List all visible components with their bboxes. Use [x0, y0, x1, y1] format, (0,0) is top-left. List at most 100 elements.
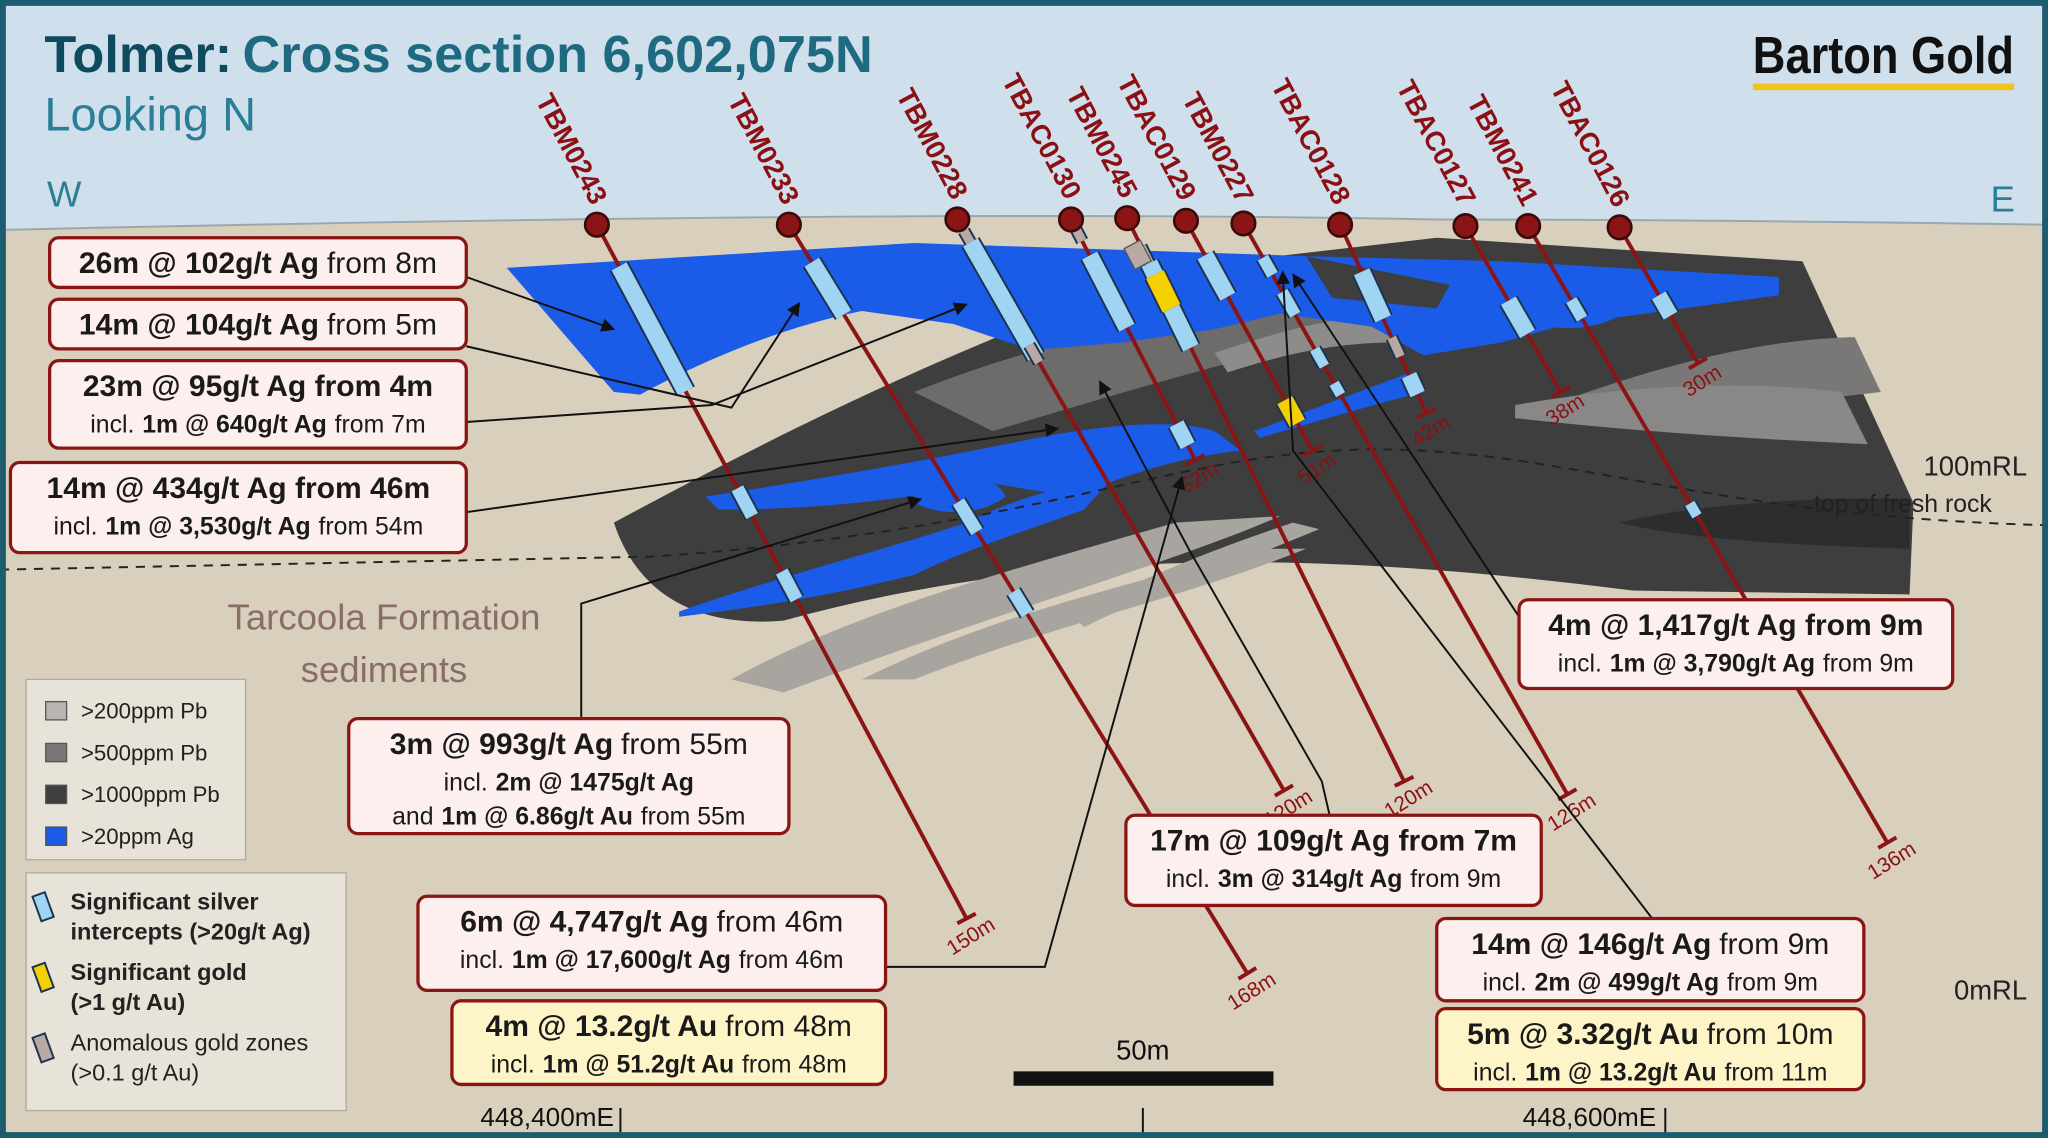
callout-box: [1435, 916, 1866, 1003]
subtitle: Looking N: [44, 88, 256, 141]
callout-line: 4m @ 1,417g/t Ag from 9m: [1548, 609, 1923, 642]
callout-text: from 8m: [327, 247, 437, 280]
intercept: [1353, 268, 1391, 323]
callout-text: 2m @ 1475g/t Ag: [496, 769, 694, 796]
callout-text: from 9m: [1719, 928, 1829, 961]
callout-text: 1m @ 6.86g/t Au: [441, 803, 632, 830]
callout-text: 2m @ 499g/t Ag: [1535, 969, 1720, 996]
legend-label: >500ppm Pb: [81, 740, 207, 765]
callout-text: and: [392, 803, 433, 830]
leader: [580, 496, 923, 719]
callout-box: [1517, 598, 1955, 691]
callout-text: 17m @ 109g/t Ag from 7m: [1150, 825, 1517, 858]
title: Tolmer: Cross section 6,602,075N: [44, 26, 872, 84]
legend-swatch: [45, 784, 68, 805]
callout-line: 14m @ 146g/t Ag from 9m: [1471, 928, 1829, 961]
formation: sediments: [301, 649, 468, 690]
callout-text: from 9m: [1727, 969, 1818, 996]
callout-line: incl. 1m @ 3,530g/t Ag from 54m: [53, 513, 423, 540]
callout-text: from 46m: [739, 947, 844, 974]
sky: [0, 0, 2048, 230]
callout-line: incl. 1m @ 640g/t Ag from 7m: [90, 411, 425, 438]
intercept: [611, 262, 694, 396]
collar: [1515, 212, 1542, 240]
callout-text: incl.: [444, 769, 488, 796]
intercept: [775, 568, 803, 603]
callout-text: from 48m: [742, 1052, 847, 1079]
intercept: [1387, 335, 1405, 359]
callout-text: incl.: [1558, 651, 1602, 678]
intercept: [804, 257, 852, 319]
intercept: [731, 485, 758, 520]
intercept: [1025, 342, 1043, 365]
callout-text: 1m @ 3,530g/t Ag: [105, 513, 310, 540]
callouts: 26m @ 102g/t Ag from 8m 14m @ 104g/t Ag fro…: [8, 236, 1955, 1092]
callout-text: 1m @ 13.2g/t Au: [1525, 1060, 1716, 1087]
callout-text: 4m @ 1,417g/t Ag from 9m: [1548, 609, 1923, 642]
callout-line: incl. 1m @ 13.2g/t Au from 11m: [1473, 1060, 1827, 1087]
callout-text: 1m @ 640g/t Ag: [142, 411, 327, 438]
callout-line: 5m @ 3.32g/t Au from 10m: [1467, 1018, 1833, 1051]
leader: [466, 423, 1060, 514]
callout-line: 14m @ 104g/t Ag from 5m: [79, 308, 437, 341]
callout-text: incl.: [1166, 866, 1210, 893]
legend-label: intercepts (>20g/t Ag): [71, 918, 311, 944]
callout-text: 14m @ 146g/t Ag: [1471, 928, 1711, 961]
collar: [1327, 211, 1354, 238]
hole-end: [1302, 443, 1323, 458]
fresh-rock-label: top of fresh rock: [1814, 491, 1992, 518]
callout-line: 26m @ 102g/t Ag from 8m: [79, 247, 437, 280]
callout-text: incl.: [53, 513, 97, 540]
callout-box: [8, 460, 468, 555]
callout-line: and 1m @ 6.86g/t Au from 55m: [392, 803, 745, 830]
callout-box: [416, 894, 888, 992]
callout-text: 23m @ 95g/t Ag from 4m: [83, 370, 433, 403]
hole-end: [1273, 783, 1294, 798]
hole-end: [1557, 787, 1578, 802]
hole-end: [956, 911, 977, 926]
leader: [466, 302, 968, 423]
callout-text: 4m @ 13.2g/t Au: [486, 1010, 718, 1043]
intercept: [952, 498, 983, 536]
legend-swatch: [31, 961, 55, 994]
hole-end: [1687, 356, 1708, 371]
callout-text: incl.: [491, 1052, 535, 1079]
hole-end: [1393, 774, 1415, 788]
callout-line: incl. 3m @ 314g/t Ag from 9m: [1166, 866, 1501, 893]
intercept: [1651, 291, 1678, 320]
leader: [465, 276, 616, 332]
east: E: [1991, 179, 2015, 220]
callout-text: from 11m: [1724, 1060, 1827, 1087]
intercept: [1146, 270, 1181, 313]
callout-text: 1m @ 17,600g/t Ag: [512, 947, 731, 974]
hole-end: [1237, 966, 1258, 981]
hole-end: [1877, 835, 1898, 850]
easting: 448,600mE: [1523, 1102, 1657, 1132]
callout-box: [347, 716, 791, 836]
callout-line: 23m @ 95g/t Ag from 4m: [83, 370, 433, 403]
gold-anomaly: [1123, 239, 1153, 271]
collar: [1114, 205, 1141, 232]
title-prefix: Tolmer:: [44, 26, 232, 84]
callout-line: incl. 1m @ 17,600g/t Ag from 46m: [460, 947, 844, 974]
callout-text: from 54m: [319, 513, 424, 540]
callout-line: incl. 1m @ 51.2g/t Au from 48m: [491, 1052, 847, 1079]
legend-label: Significant silver: [71, 888, 259, 914]
intercept: [1566, 297, 1588, 322]
scale-label: 50m: [1116, 1035, 1169, 1066]
leader-lines: [465, 270, 1654, 968]
callout-text: from 7m: [335, 411, 426, 438]
callout-line: 3m @ 993g/t Ag from 55m: [390, 728, 748, 761]
leader: [466, 301, 801, 409]
callout-text: incl.: [90, 411, 134, 438]
rl-label: 0mRL: [1954, 975, 2027, 1006]
legend-box: [25, 872, 347, 1112]
hole-end: [1184, 453, 1206, 467]
callout-text: 1m @ 51.2g/t Au: [543, 1052, 734, 1079]
callout-box: [47, 297, 468, 351]
callout-text: 3m @ 993g/t Ag: [390, 728, 613, 761]
legend: >200ppm Pb >500ppm Pb >1000ppm Pb >20ppm Ag…: [31, 699, 311, 1086]
callout-text: from 10m: [1707, 1018, 1834, 1051]
callout-text: from 9m: [1410, 866, 1501, 893]
